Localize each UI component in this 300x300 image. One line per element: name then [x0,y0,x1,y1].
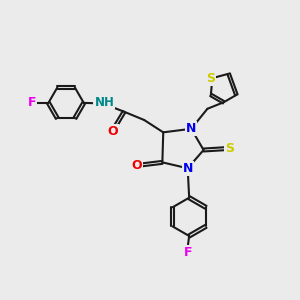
Text: NH: NH [94,95,114,109]
Text: N: N [186,122,196,135]
Text: O: O [131,159,142,172]
Text: N: N [182,162,193,175]
Text: S: S [225,142,234,155]
Text: S: S [206,72,215,85]
Text: F: F [28,96,37,110]
Text: F: F [183,246,192,259]
Text: O: O [107,125,118,138]
